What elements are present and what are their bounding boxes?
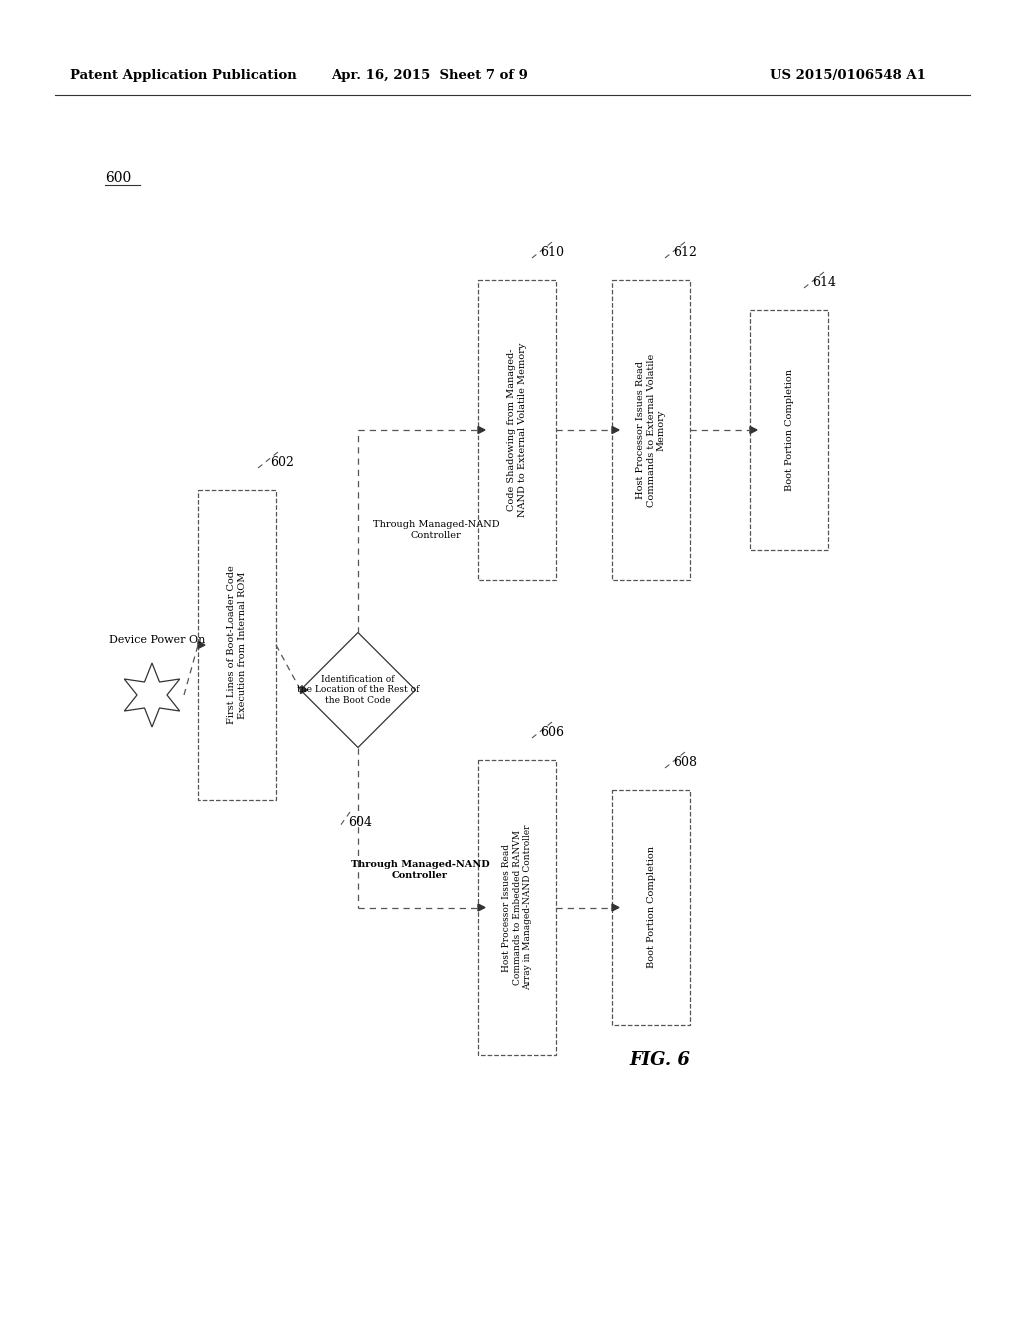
Text: 600: 600 <box>105 172 131 185</box>
Bar <box>612 280 690 579</box>
Polygon shape <box>300 686 307 693</box>
Text: 614: 614 <box>812 276 836 289</box>
Polygon shape <box>750 426 757 433</box>
Polygon shape <box>478 904 485 911</box>
Text: 602: 602 <box>270 455 294 469</box>
Text: First Lines of Boot-Loader Code
Execution from Internal ROM: First Lines of Boot-Loader Code Executio… <box>227 566 247 725</box>
Bar <box>478 280 556 579</box>
Text: Device Power On: Device Power On <box>109 635 205 645</box>
Bar <box>750 310 828 550</box>
Text: US 2015/0106548 A1: US 2015/0106548 A1 <box>770 69 926 82</box>
Text: Apr. 16, 2015  Sheet 7 of 9: Apr. 16, 2015 Sheet 7 of 9 <box>332 69 528 82</box>
Text: Code Shadowing from Managed-
NAND to External Volatile Memory: Code Shadowing from Managed- NAND to Ext… <box>507 343 526 517</box>
Bar <box>612 789 690 1026</box>
Text: Host Processor Issues Read
Commands to Embedded RANVM
Array in Managed-NAND Cont: Host Processor Issues Read Commands to E… <box>502 825 531 990</box>
Text: 606: 606 <box>540 726 564 738</box>
Text: Identification of
the Location of the Rest of
the Boot Code: Identification of the Location of the Re… <box>297 675 419 705</box>
Text: Boot Portion Completion: Boot Portion Completion <box>784 370 794 491</box>
Text: Through Managed-NAND
Controller: Through Managed-NAND Controller <box>350 861 489 879</box>
Polygon shape <box>478 426 485 433</box>
Text: Boot Portion Completion: Boot Portion Completion <box>646 846 655 969</box>
Polygon shape <box>612 904 618 911</box>
Text: Through Managed-NAND
Controller: Through Managed-NAND Controller <box>373 520 500 540</box>
Bar <box>198 490 276 800</box>
Text: 610: 610 <box>540 246 564 259</box>
Text: 608: 608 <box>673 755 697 768</box>
Text: Patent Application Publication: Patent Application Publication <box>70 69 297 82</box>
Text: FIG. 6: FIG. 6 <box>630 1051 690 1069</box>
Bar <box>478 760 556 1055</box>
Text: Host Processor Issues Read
Commands to External Volatile
Memory: Host Processor Issues Read Commands to E… <box>636 354 666 507</box>
Polygon shape <box>198 642 205 648</box>
Text: 612: 612 <box>673 246 697 259</box>
Polygon shape <box>612 426 618 433</box>
Text: 604: 604 <box>348 816 372 829</box>
